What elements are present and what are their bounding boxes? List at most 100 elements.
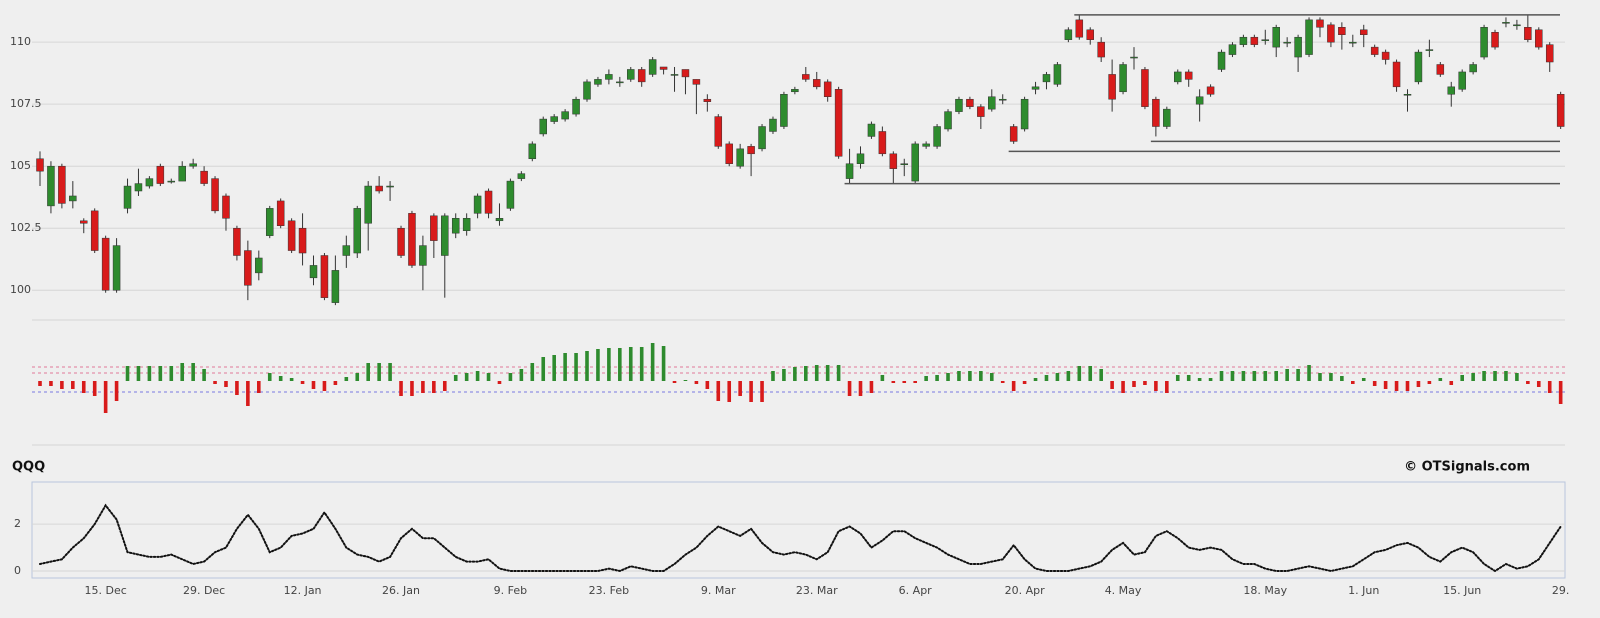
bar <box>1329 373 1333 381</box>
x-tick-label: 26. Jan <box>382 584 420 597</box>
candle-body <box>517 173 526 179</box>
candle-body <box>550 116 558 122</box>
x-tick-label: 29. <box>1552 584 1570 597</box>
bar <box>760 381 764 402</box>
bar <box>1471 373 1475 381</box>
x-tick-label: 1. Jun <box>1348 584 1379 597</box>
candle-body <box>1184 71 1193 80</box>
bar <box>267 373 272 381</box>
bar <box>246 381 250 406</box>
candle-body <box>1414 51 1423 83</box>
candle-body <box>1152 98 1160 127</box>
bar <box>278 376 283 381</box>
bar <box>202 369 206 381</box>
bar <box>125 366 130 381</box>
bar <box>49 381 53 386</box>
bar <box>902 381 907 383</box>
candle-body <box>364 185 372 224</box>
candle-body <box>244 250 252 286</box>
candle-body <box>998 98 1007 101</box>
bar <box>1241 371 1246 381</box>
candle-body <box>1524 27 1532 40</box>
bar <box>749 381 753 402</box>
bar <box>1558 381 1563 404</box>
bar <box>497 381 502 384</box>
candle-body <box>101 237 110 291</box>
bar <box>705 381 710 389</box>
candle-body <box>1261 39 1270 41</box>
bar <box>1416 381 1421 387</box>
candle-body <box>1436 64 1445 75</box>
bar <box>1252 371 1257 381</box>
candle-body <box>276 200 285 226</box>
bar <box>38 381 42 386</box>
y-tick-label: 0 <box>14 564 21 577</box>
candle-body <box>1556 94 1565 127</box>
bar <box>858 381 863 396</box>
candle-body <box>1480 27 1488 58</box>
candle-body <box>539 118 547 135</box>
candle-body <box>1031 86 1040 90</box>
candle-body <box>189 163 197 167</box>
bar <box>628 347 633 381</box>
candle-body <box>167 180 176 183</box>
bar <box>836 365 841 381</box>
candle-body <box>922 143 930 147</box>
candle-body <box>1545 44 1554 63</box>
x-tick-label: 29. Dec <box>183 584 225 597</box>
bar <box>366 363 370 381</box>
candle-body <box>331 270 340 303</box>
candle-body <box>69 195 77 202</box>
bar <box>103 381 108 413</box>
bar <box>1547 381 1552 393</box>
candle-body <box>441 215 449 256</box>
bar <box>618 348 622 381</box>
candle-body <box>1283 41 1291 44</box>
bar <box>410 381 414 396</box>
bar <box>989 373 994 381</box>
bar <box>1504 371 1508 381</box>
bar <box>1438 378 1443 381</box>
bar <box>235 381 239 395</box>
bar <box>1263 371 1268 381</box>
candle-body <box>867 123 876 137</box>
line <box>39 503 1562 573</box>
candle-body <box>145 178 154 187</box>
candle-body <box>1359 29 1368 35</box>
bar <box>344 377 349 381</box>
candle-body <box>758 126 766 150</box>
candle-body <box>933 126 941 147</box>
bar <box>1296 369 1300 381</box>
bar <box>432 381 436 393</box>
candle-body <box>1425 49 1434 51</box>
candle-body <box>900 163 909 165</box>
candle-body <box>1075 19 1084 38</box>
candle-body <box>1305 19 1313 55</box>
bar <box>1121 381 1125 393</box>
bar <box>804 366 808 381</box>
bar <box>1143 381 1147 385</box>
bar <box>1099 369 1103 381</box>
candle-body <box>1086 29 1094 40</box>
candle-body <box>1469 64 1477 73</box>
y-tick-label: 102.5 <box>10 221 42 234</box>
bar <box>771 371 775 381</box>
candle-body <box>1338 27 1346 35</box>
candle-body <box>1064 29 1073 40</box>
candle-body <box>528 143 537 160</box>
candle-body <box>736 148 744 167</box>
candle-body <box>1458 71 1466 90</box>
bar <box>114 381 119 401</box>
bar <box>377 363 381 381</box>
bar <box>935 375 939 381</box>
candle-body <box>233 227 241 256</box>
bar <box>213 381 217 384</box>
bar <box>180 363 185 381</box>
candle-body <box>802 74 810 80</box>
candle-body <box>1130 56 1138 59</box>
bar <box>650 343 655 381</box>
candle-body <box>1370 46 1379 55</box>
bar <box>1088 366 1093 381</box>
candle-body <box>156 165 165 184</box>
candle-body <box>200 170 208 184</box>
